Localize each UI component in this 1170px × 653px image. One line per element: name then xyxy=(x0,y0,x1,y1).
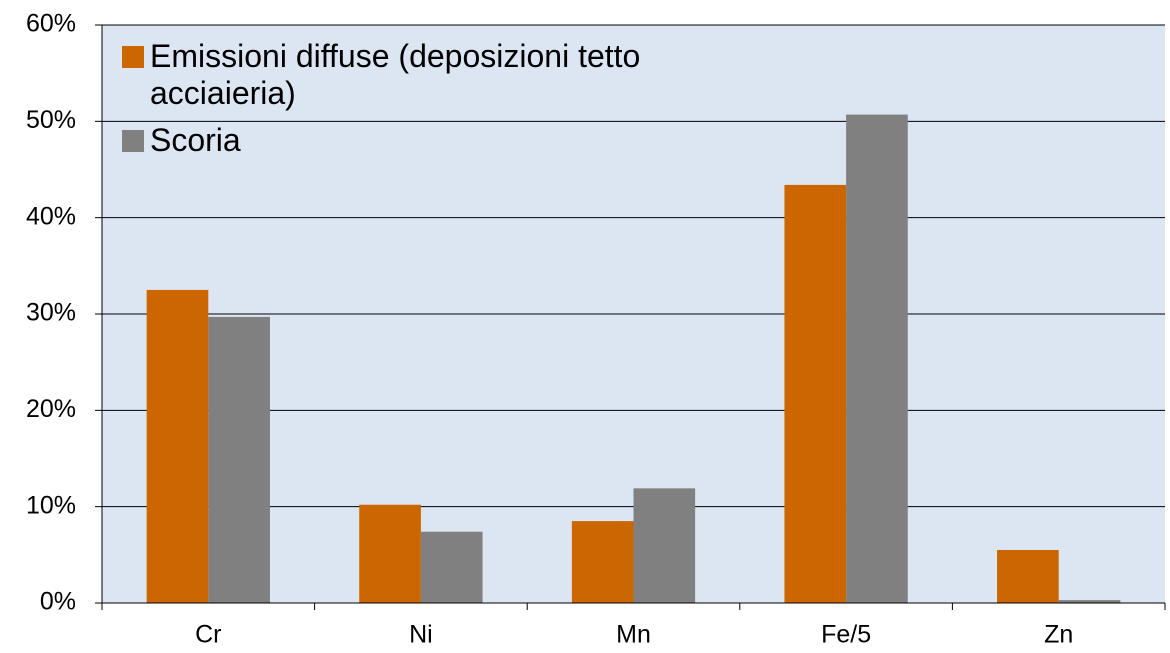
bar xyxy=(146,289,209,603)
legend-label: Scoria xyxy=(150,122,241,158)
bar xyxy=(420,531,483,603)
y-tick-label: 40% xyxy=(26,202,76,230)
bar xyxy=(571,521,634,603)
y-tick-label: 10% xyxy=(26,491,76,519)
bar xyxy=(997,550,1059,603)
x-tick-label: Mn xyxy=(616,621,651,649)
y-tick-label: 20% xyxy=(26,395,76,423)
legend: Emissioni diffuse (deposizioni tetto acc… xyxy=(122,38,790,169)
x-tick-label: Fe/5 xyxy=(821,621,871,649)
bar xyxy=(846,114,908,603)
legend-item: Scoria xyxy=(122,122,790,159)
bar xyxy=(359,504,421,603)
x-tick-label: Ni xyxy=(409,621,433,649)
y-tick-label: 60% xyxy=(26,10,76,38)
y-tick-label: 50% xyxy=(26,106,76,134)
bar xyxy=(1058,600,1121,603)
x-tick-label: Cr xyxy=(195,621,221,649)
legend-label: Emissioni diffuse (deposizioni tetto acc… xyxy=(150,38,641,111)
legend-swatch xyxy=(122,130,144,152)
bar xyxy=(208,316,270,603)
legend-swatch xyxy=(122,46,144,68)
bar xyxy=(633,488,696,603)
legend-item: Emissioni diffuse (deposizioni tetto acc… xyxy=(122,38,790,112)
y-tick-label: 0% xyxy=(40,588,76,616)
x-tick-label: Zn xyxy=(1044,621,1073,649)
bar xyxy=(784,184,847,603)
y-tick-label: 30% xyxy=(26,299,76,327)
